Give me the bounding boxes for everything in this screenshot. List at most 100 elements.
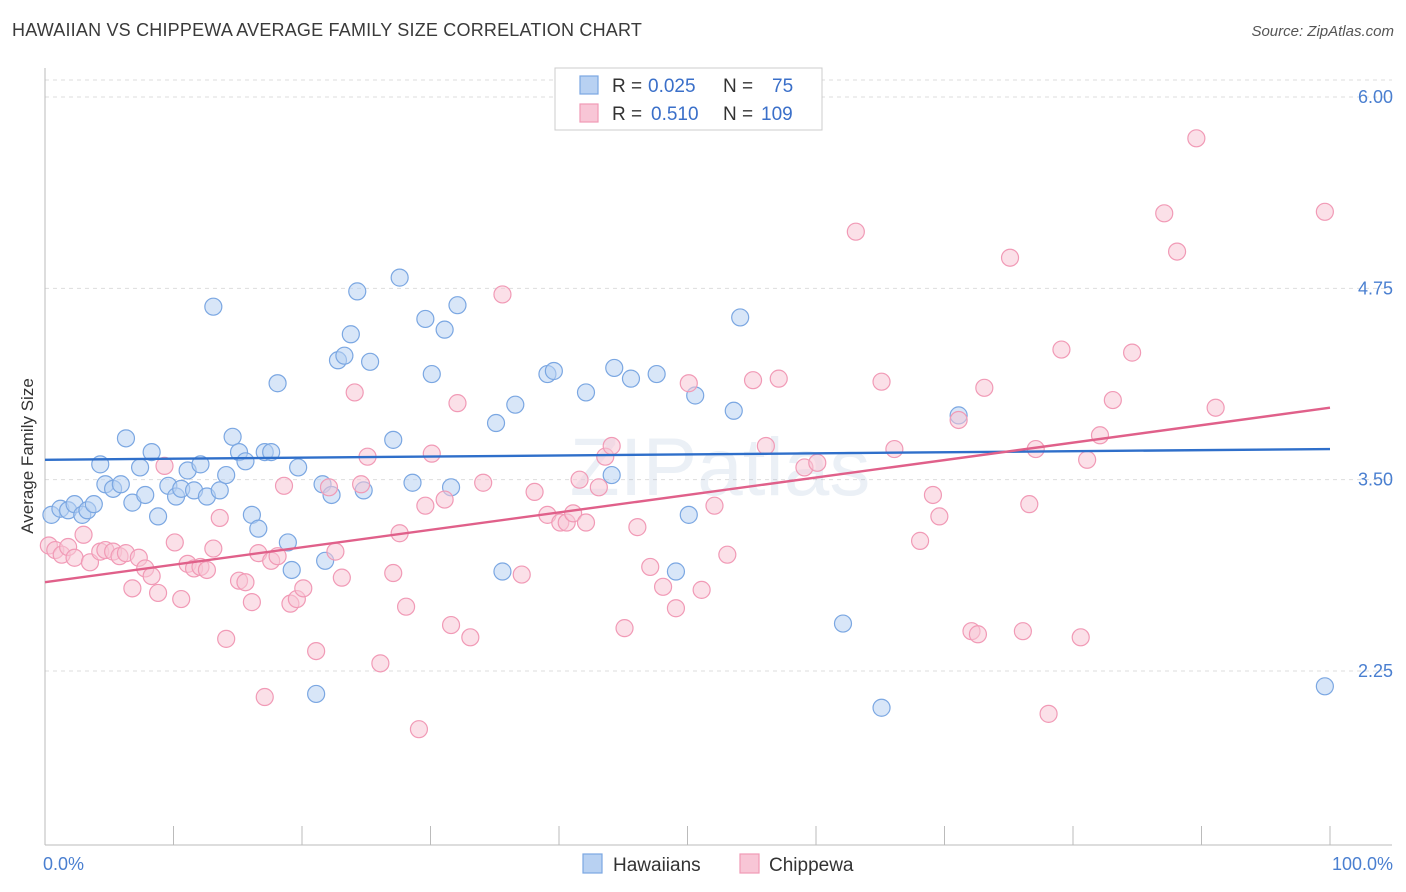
- chippewa-point-51: [422, 444, 441, 463]
- chippewa-point-94: [1013, 622, 1032, 641]
- chippewa-point-64: [570, 470, 589, 489]
- hawaiian-point-33: [262, 443, 281, 462]
- hawaiian-point-31: [249, 519, 268, 538]
- hawaiian-point-71: [872, 698, 891, 717]
- hawaiian-point-65: [666, 562, 686, 581]
- hawaiian-point-50: [403, 473, 422, 492]
- hawaiian-point-59: [544, 361, 563, 381]
- chippewa-point-59: [525, 482, 544, 502]
- hawaiian-point-35: [278, 533, 297, 552]
- series-legend-chippewa: Chippewa: [769, 855, 854, 876]
- chippewa-point-79: [756, 436, 775, 456]
- x-tick-label-max: 100.0%: [1332, 854, 1393, 874]
- chippewa-point-104: [1155, 204, 1174, 223]
- hawaiian-point-27: [223, 427, 242, 446]
- legend-n-label-1: N =: [723, 76, 753, 97]
- hawaiian-point-44: [341, 325, 360, 344]
- chippewa-point-97: [1039, 704, 1058, 723]
- chippewa-point-40: [326, 542, 345, 561]
- chippewa-point-16: [148, 583, 168, 603]
- chippewa-point-82: [808, 453, 827, 472]
- chippewa-point-87: [923, 485, 943, 505]
- chart-title: HAWAIIAN VS CHIPPEWA AVERAGE FAMILY SIZE…: [12, 20, 643, 40]
- chippewa-point-43: [352, 475, 371, 494]
- hawaiian-point-70: [833, 614, 853, 633]
- chippewa-point-68: [602, 436, 621, 456]
- chippewa-point-107: [1206, 398, 1225, 417]
- series-legend-hawaiians: Hawaiians: [613, 855, 701, 876]
- hawaiian-point-73: [1315, 677, 1334, 696]
- y-tick-label-2: 4.75: [1358, 278, 1393, 298]
- chippewa-trend-line: [44, 406, 1331, 584]
- chippewa-point-55: [461, 628, 480, 647]
- y-tick-labels: 2.25 3.50 4.75 6.00: [1358, 87, 1393, 681]
- hawaiians-trend-line: [44, 447, 1331, 461]
- chippewa-point-101: [1090, 426, 1110, 445]
- chippewa-point-103: [1123, 343, 1142, 362]
- hawaiian-point-29: [236, 452, 255, 471]
- chippewa-point-84: [872, 372, 891, 391]
- chippewa-point-38: [307, 642, 326, 661]
- chippewa-point-57: [493, 285, 512, 304]
- chippewa-point-56: [474, 473, 493, 492]
- chippewa-point-24: [204, 539, 223, 558]
- hawaiian-point-74: [493, 562, 512, 581]
- hawaiian-point-49: [390, 268, 409, 287]
- series-swatch-chippewa: [739, 853, 760, 874]
- chippewa-point-5: [74, 525, 93, 544]
- chippewa-point-37: [294, 579, 313, 598]
- hawaiian-point-53: [435, 320, 454, 339]
- chippewa-point-76: [705, 496, 724, 515]
- chippewa-point-85: [885, 439, 904, 459]
- hawaiian-point-60: [576, 383, 596, 402]
- hawaiian-point-43: [335, 346, 354, 365]
- correlation-legend: R = 0.025 N = 75 R = 0.510 N = 109: [554, 67, 823, 131]
- y-tick-label-1: 3.50: [1358, 470, 1393, 490]
- x-axis-ticks: [44, 826, 1331, 845]
- hawaiian-point-45: [348, 282, 367, 301]
- chippewa-point-65: [576, 513, 596, 532]
- chippewa-point-95: [1020, 495, 1039, 514]
- legend-r-label-1: R =: [612, 76, 642, 97]
- chippewa-point-50: [416, 496, 435, 515]
- chippewa-point-23: [197, 560, 217, 580]
- hawaiian-point-48: [384, 430, 403, 449]
- chippewa-point-102: [1103, 390, 1122, 410]
- chippewa-point-39: [319, 478, 339, 497]
- chippewa-point-71: [641, 557, 660, 577]
- chippewa-point-88: [930, 507, 949, 526]
- chippewa-point-26: [217, 629, 236, 648]
- chippewa-point-49: [409, 720, 429, 739]
- chippewa-point-42: [345, 383, 364, 402]
- hawaiian-point-15: [142, 443, 161, 462]
- chippewa-point-4: [65, 548, 84, 567]
- chippewa-point-46: [384, 563, 403, 583]
- chippewa-point-80: [769, 369, 788, 388]
- chippewa-point-78: [743, 371, 763, 390]
- chippewa-point-92: [975, 378, 994, 397]
- legend-n-value-1: 75: [772, 76, 793, 97]
- hawaiian-point-56: [486, 413, 506, 433]
- hawaiian-point-26: [217, 465, 236, 485]
- hawaiian-point-10: [111, 475, 130, 494]
- chippewa-point-58: [512, 565, 531, 584]
- chippewa-point-70: [628, 518, 647, 537]
- y-axis-label: Average Family Size: [18, 378, 37, 534]
- legend-n-value-2: 109: [761, 104, 793, 125]
- chippewa-point-12: [123, 579, 142, 598]
- chippewa-point-15: [142, 566, 161, 586]
- legend-r-value-1: 0.025: [648, 76, 696, 97]
- chippewa-point-98: [1052, 340, 1071, 359]
- hawaiian-point-69: [731, 308, 750, 327]
- legend-swatch-chippewa: [579, 103, 599, 123]
- legend-r-label-2: R =: [612, 104, 642, 125]
- legend-r-value-2: 0.510: [651, 104, 699, 125]
- chippewa-point-28: [236, 573, 255, 592]
- hawaiian-point-34: [268, 374, 287, 393]
- hawaiian-point-47: [361, 352, 380, 371]
- hawaiian-point-14: [136, 485, 155, 505]
- chippewa-point-18: [165, 533, 184, 552]
- hawaiian-point-55: [448, 296, 467, 315]
- chippewa-point-31: [255, 687, 274, 707]
